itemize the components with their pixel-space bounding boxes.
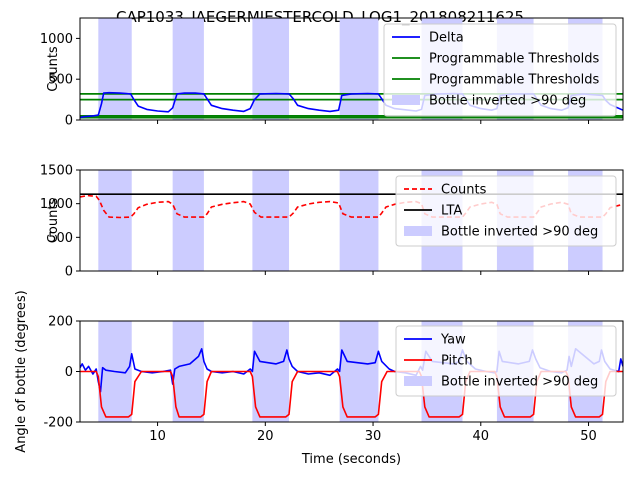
legend-swatch bbox=[404, 226, 432, 236]
inverted-span bbox=[252, 321, 290, 422]
x-tick-label: 50 bbox=[580, 429, 597, 444]
inverted-span bbox=[339, 321, 379, 422]
x-tick-label: 30 bbox=[365, 429, 382, 444]
y-tick-label: 500 bbox=[48, 73, 73, 88]
inverted-span bbox=[172, 170, 204, 271]
inverted-span bbox=[339, 18, 379, 120]
y-tick-label: 0 bbox=[65, 265, 73, 280]
y-axis-label: Counts bbox=[46, 198, 61, 244]
y-tick-label: -200 bbox=[43, 416, 73, 431]
legend-label: Bottle inverted >90 deg bbox=[429, 94, 586, 109]
x-tick-label: 10 bbox=[149, 429, 166, 444]
legend-box bbox=[395, 325, 617, 397]
legend-label: Pitch bbox=[441, 354, 473, 369]
legend-label: Programmable Thresholds bbox=[429, 52, 600, 67]
x-tick-label: 20 bbox=[257, 429, 274, 444]
legend-box bbox=[395, 175, 617, 247]
legend-label: Yaw bbox=[440, 333, 466, 348]
legend: Yaw Pitch Bottle inverted >90 deg bbox=[395, 325, 617, 397]
inverted-span bbox=[98, 18, 132, 120]
legend: Delta Programmable Thresholds Programmable… bbox=[383, 23, 617, 117]
y-axis-label: Angle of bottle (degrees) bbox=[14, 290, 29, 452]
y-tick-label: 0 bbox=[65, 114, 73, 129]
y-tick-label: 500 bbox=[48, 231, 73, 246]
panel-2: 0 500 1000 1500 Counts Counts LTA Bottle invert… bbox=[40, 164, 624, 280]
y-tick-label: 1500 bbox=[40, 164, 73, 179]
y-tick-label: 1000 bbox=[40, 32, 73, 47]
y-tick-label: 200 bbox=[48, 315, 73, 330]
y-tick-label: 1000 bbox=[40, 197, 73, 212]
x-tick-label: 40 bbox=[473, 429, 490, 444]
inverted-span bbox=[252, 18, 290, 120]
x-axis-label: Time (seconds) bbox=[301, 452, 401, 467]
panel-3: -200 0 200 10 20 30 40 50 Angle of bottle (degre… bbox=[14, 290, 624, 467]
legend-box bbox=[383, 23, 617, 117]
legend-swatch bbox=[404, 376, 432, 386]
inverted-span bbox=[98, 170, 132, 271]
y-axis-label: Counts bbox=[46, 46, 61, 92]
inverted-span bbox=[172, 18, 204, 120]
legend-label: Bottle inverted >90 deg bbox=[441, 225, 598, 240]
legend-label: Bottle inverted >90 deg bbox=[441, 375, 598, 390]
legend-label: LTA bbox=[441, 204, 462, 219]
inverted-span bbox=[172, 321, 204, 422]
inverted-span bbox=[339, 170, 379, 271]
legend: Counts LTA Bottle inverted >90 deg bbox=[395, 175, 617, 247]
legend-label: Delta bbox=[429, 31, 464, 46]
legend-swatch bbox=[392, 95, 420, 105]
axes-frame bbox=[79, 169, 624, 272]
y-tick-label: 0 bbox=[65, 365, 73, 380]
legend-label: Counts bbox=[441, 183, 487, 198]
inverted-span bbox=[252, 170, 290, 271]
axes-frame bbox=[79, 17, 624, 121]
legend-label: Programmable Thresholds bbox=[429, 73, 600, 88]
